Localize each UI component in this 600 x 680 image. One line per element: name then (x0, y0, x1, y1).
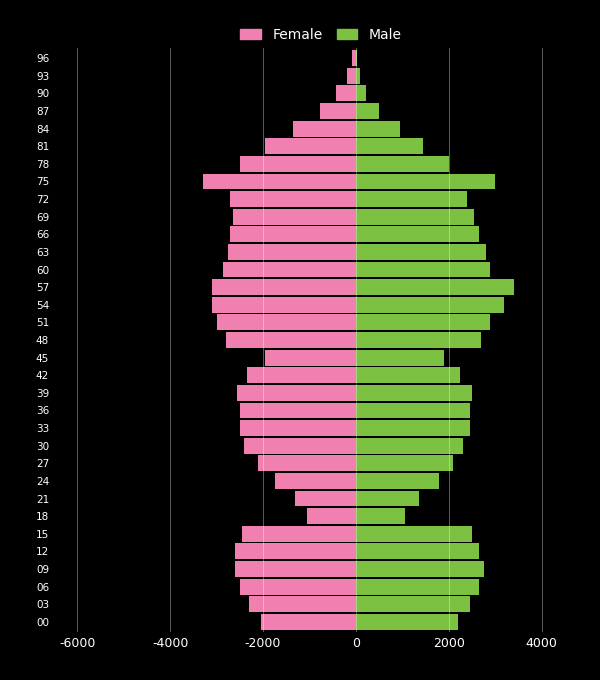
Bar (356, 103, 379, 119)
Bar (356, 209, 474, 224)
Bar (356, 279, 514, 295)
Bar (247, 367, 356, 383)
Bar (217, 314, 356, 330)
Bar (356, 456, 454, 471)
Bar (240, 403, 356, 418)
Bar (230, 226, 356, 242)
Bar (356, 226, 479, 242)
Bar (356, 350, 444, 366)
Bar (356, 385, 472, 401)
Bar (275, 473, 356, 489)
Bar (249, 596, 356, 612)
Bar (235, 561, 356, 577)
Bar (347, 68, 356, 84)
Bar (356, 420, 470, 436)
Bar (242, 526, 356, 542)
Bar (337, 86, 356, 101)
Bar (320, 103, 356, 119)
Bar (235, 543, 356, 559)
Bar (356, 50, 357, 66)
Bar (356, 367, 460, 383)
Bar (356, 403, 470, 418)
Bar (356, 68, 361, 84)
Bar (356, 526, 472, 542)
Bar (356, 579, 479, 594)
Bar (356, 473, 439, 489)
Bar (356, 543, 479, 559)
Bar (223, 262, 356, 277)
Bar (356, 332, 481, 348)
Bar (260, 614, 356, 630)
Bar (356, 314, 490, 330)
Bar (356, 508, 404, 524)
Bar (240, 156, 356, 172)
Bar (295, 490, 356, 507)
Bar (356, 86, 366, 101)
Bar (356, 297, 505, 313)
Bar (356, 596, 470, 612)
Bar (307, 508, 356, 524)
Bar (356, 490, 419, 507)
Bar (356, 262, 490, 277)
Bar (238, 385, 356, 401)
Bar (356, 438, 463, 454)
Bar (212, 297, 356, 313)
Bar (259, 456, 356, 471)
Bar (356, 138, 423, 154)
Bar (356, 121, 400, 137)
Bar (356, 191, 467, 207)
Bar (356, 244, 486, 260)
Bar (356, 173, 495, 190)
Bar (212, 279, 356, 295)
Bar (203, 173, 356, 190)
Bar (293, 121, 356, 137)
Bar (352, 50, 356, 66)
Bar (356, 156, 449, 172)
Legend: Female, Male: Female, Male (235, 22, 407, 48)
Bar (265, 350, 356, 366)
Bar (230, 191, 356, 207)
Bar (244, 438, 356, 454)
Bar (356, 614, 458, 630)
Bar (356, 561, 484, 577)
Bar (228, 244, 356, 260)
Bar (226, 332, 356, 348)
Bar (233, 209, 356, 224)
Bar (240, 420, 356, 436)
Bar (240, 579, 356, 594)
Bar (265, 138, 356, 154)
